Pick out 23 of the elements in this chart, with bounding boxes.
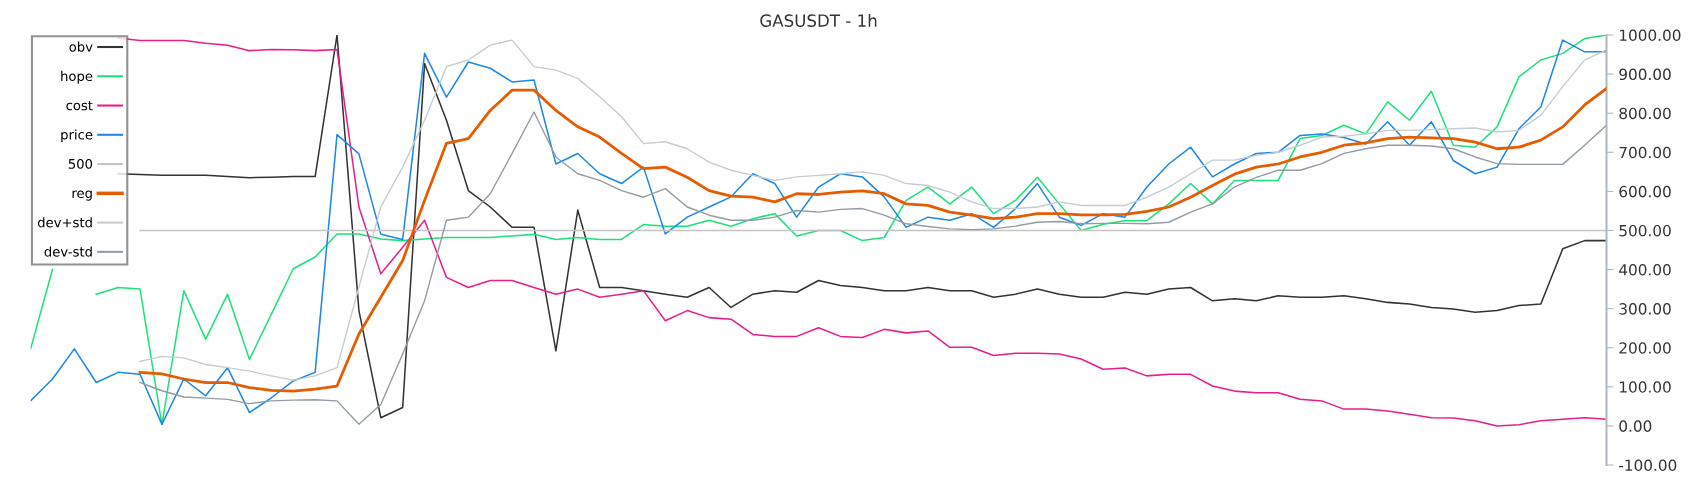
y-tick-label: 0.00 [1619, 420, 1652, 432]
legend-label: cost [66, 100, 93, 111]
line-series [138, 87, 1607, 393]
legend-label: price [61, 129, 93, 143]
y-tick-label: 200.00 [1619, 342, 1671, 354]
y-tick-label: 400.00 [1619, 264, 1671, 276]
y-tick-label: 300.00 [1619, 303, 1671, 315]
y-tick-label: -100.00 [1619, 459, 1677, 472]
legend-label: 500 [68, 158, 93, 169]
y-tick-label: 500.00 [1619, 224, 1671, 237]
legend-label: obv [69, 41, 93, 52]
y-tick-label: 800.00 [1619, 107, 1671, 120]
y-tick-label: 600.00 [1619, 185, 1671, 198]
legend-label: hope [61, 70, 93, 84]
legend-label: dev-std [44, 246, 92, 257]
y-tick-label: 700.00 [1619, 146, 1671, 159]
y-tick-label: 100.00 [1619, 381, 1671, 393]
legend-label: dev+std [37, 217, 92, 228]
line-series [139, 111, 1607, 426]
y-tick-label: 900.00 [1619, 68, 1671, 81]
chart-title: GASUSDT - 1h [760, 14, 877, 27]
y-tick-label: 1000.00 [1619, 29, 1681, 42]
legend-label: reg [72, 190, 92, 201]
